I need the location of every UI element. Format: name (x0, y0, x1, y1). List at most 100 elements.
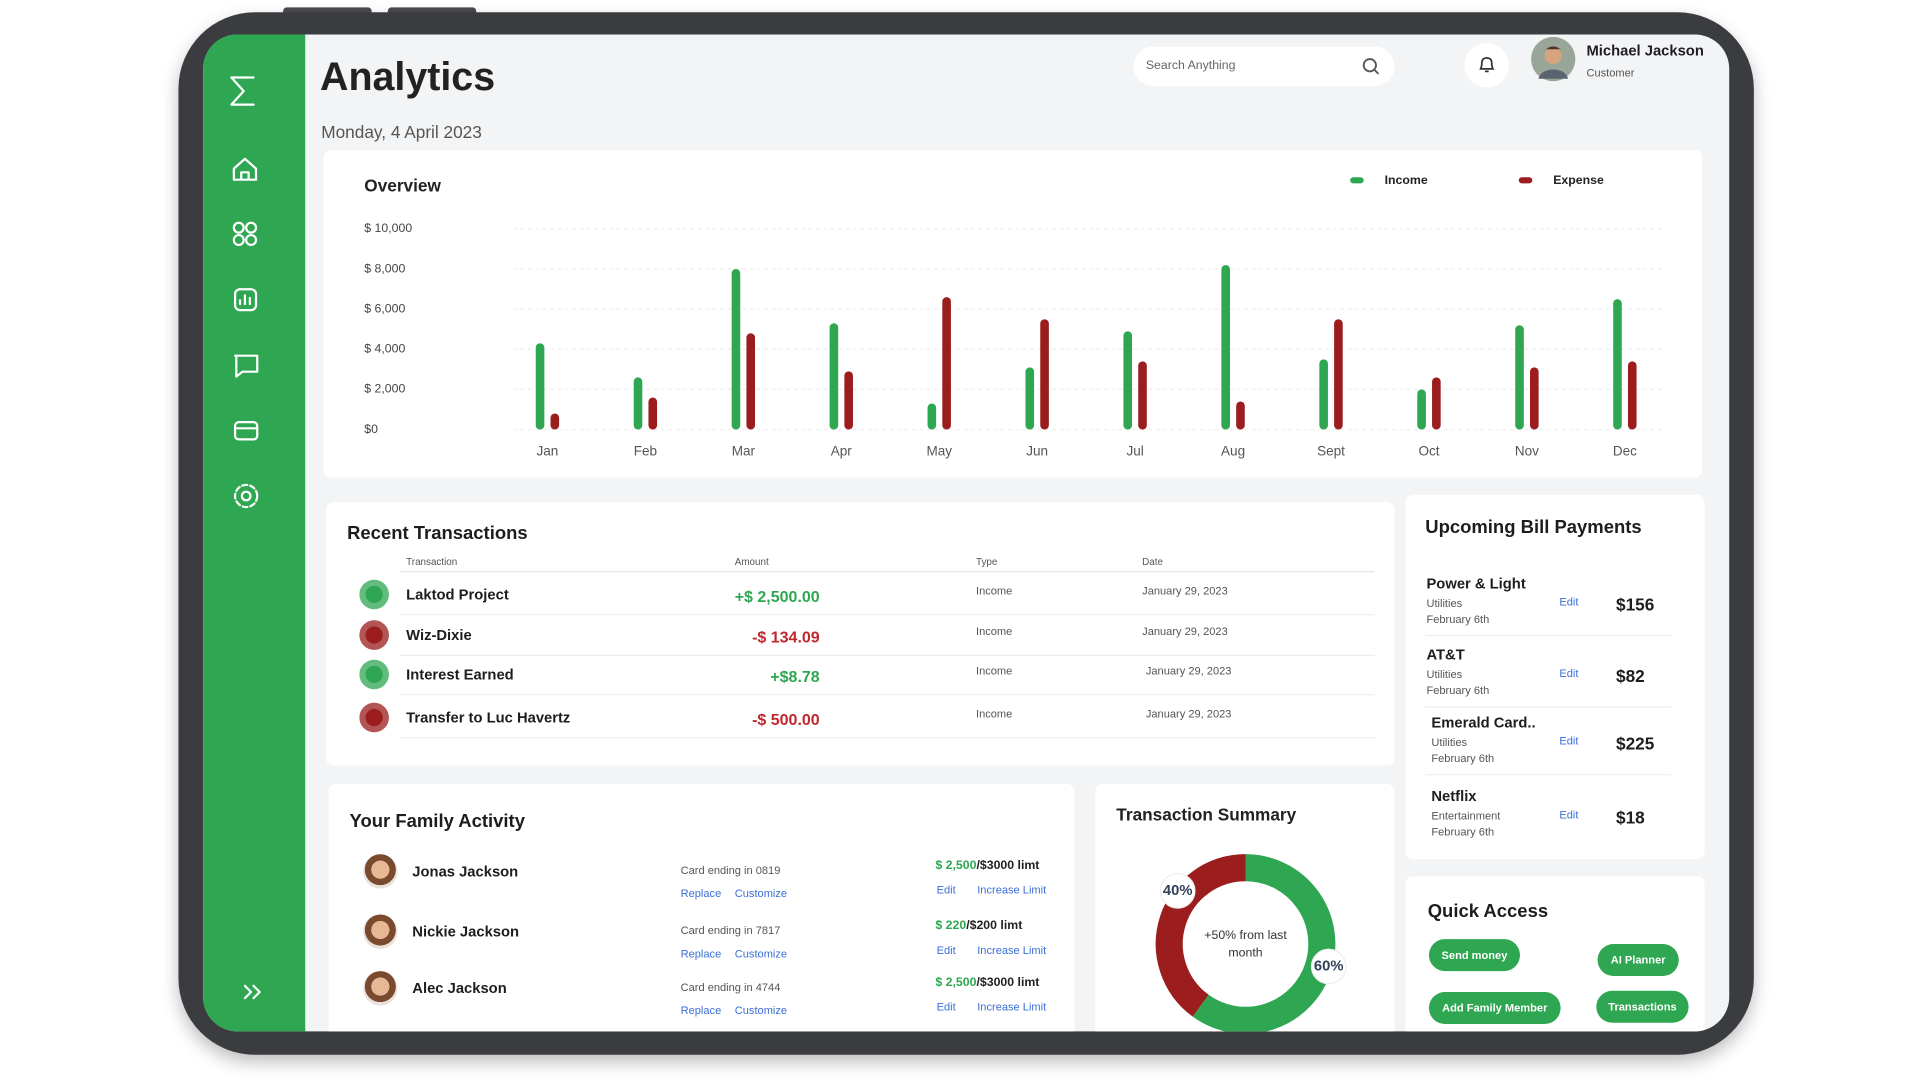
transaction-name: Wiz-Dixie (406, 626, 472, 644)
bar (1417, 389, 1426, 430)
card-action[interactable]: Replace (680, 886, 722, 900)
bill-name: Power & Light (1426, 574, 1526, 592)
bar (731, 269, 741, 430)
donut-center-text: +50% from last month (1204, 929, 1287, 960)
legend-label: Income (1385, 173, 1428, 187)
bar (1138, 361, 1147, 430)
transactions-card (326, 502, 1395, 766)
search-icon[interactable] (1361, 57, 1381, 77)
bill-action[interactable]: Edit (1559, 734, 1579, 747)
bill-action[interactable]: Edit (1559, 807, 1579, 821)
transaction-type: Income (975, 707, 1013, 720)
page-title: Analytics (319, 54, 496, 99)
bar (1025, 367, 1035, 430)
member-name: Alec Jackson (412, 979, 507, 997)
quick-action-button[interactable]: Add Family Member (1428, 991, 1561, 1024)
donut-label-bg (1159, 873, 1196, 909)
card-action[interactable]: Customize (734, 1003, 788, 1016)
user-avatar[interactable] (1531, 36, 1576, 82)
quick-access-title: Quick Access (1427, 900, 1549, 922)
transaction-date: January 29, 2023 (1142, 624, 1228, 637)
notification-button[interactable] (1464, 43, 1509, 88)
bar (1613, 299, 1622, 430)
spending-limit: /$200 limt (966, 919, 1023, 933)
expand-icon[interactable] (243, 984, 261, 1000)
wallet-icon[interactable] (233, 421, 259, 441)
limit-action[interactable]: Edit (936, 883, 956, 896)
bill-category: Utilities (1426, 667, 1463, 680)
quick-action-button[interactable]: AI Planner (1597, 943, 1679, 976)
sidebar-icons (230, 76, 261, 1000)
bar (550, 413, 560, 430)
bill-name: Emerald Card.. (1431, 713, 1536, 732)
user-role: Customer (1586, 66, 1635, 79)
row-divider (1425, 635, 1672, 637)
card-action[interactable]: Replace (680, 1003, 722, 1016)
x-tick-label: Apr (831, 443, 853, 458)
limit-action[interactable]: Increase Limit (977, 943, 1047, 956)
transaction-name: Transfer to Luc Havertz (406, 708, 571, 727)
x-tick-label: Jul (1126, 443, 1143, 458)
card-info: Card ending in 4744 (680, 980, 781, 993)
search-box[interactable] (1133, 46, 1395, 87)
header-divider (399, 571, 1375, 573)
bill-action[interactable]: Edit (1559, 666, 1579, 679)
column-header: Date (1142, 556, 1163, 568)
bar (1123, 331, 1133, 430)
bill-amount: $82 (1615, 665, 1645, 686)
device-button (387, 7, 477, 15)
limit-action[interactable]: Increase Limit (977, 999, 1047, 1013)
x-tick-label: Aug (1221, 443, 1245, 458)
row-divider (1425, 774, 1672, 776)
member-avatar (363, 971, 398, 1006)
card-action[interactable]: Replace (680, 947, 722, 960)
messages-icon[interactable] (233, 354, 259, 378)
member-name: Jonas Jackson (412, 862, 519, 880)
bill-category: Entertainment (1431, 809, 1501, 822)
family-title: Your Family Activity (349, 811, 525, 832)
donut-segment (1155, 854, 1246, 1017)
bar (633, 377, 643, 430)
bill-amount: $225 (1615, 733, 1655, 754)
transaction-type: Income (975, 583, 1013, 597)
transaction-name: Interest Earned (406, 665, 514, 684)
bill-action[interactable]: Edit (1559, 595, 1579, 608)
card-action[interactable]: Customize (734, 947, 788, 960)
x-tick-label: Feb (634, 443, 657, 458)
family-card (328, 783, 1075, 1032)
row-divider (399, 614, 1375, 616)
bar (1334, 319, 1343, 430)
settings-icon[interactable] (233, 483, 259, 509)
row-divider (399, 737, 1375, 739)
home-icon[interactable] (232, 157, 258, 181)
transaction-date: January 29, 2023 (1142, 583, 1228, 597)
transaction-amount: -$ 134.09 (752, 627, 820, 646)
quick-action-button[interactable]: Send money (1428, 939, 1520, 972)
dashboard-icon[interactable] (232, 221, 258, 247)
member-avatar (363, 914, 398, 949)
transaction-icon (359, 659, 389, 690)
y-tick-label: $0 (364, 422, 378, 436)
bar (648, 397, 658, 430)
bill-name: AT&T (1426, 646, 1465, 664)
chart-title: Overview (364, 176, 441, 196)
x-tick-label: Jan (537, 443, 559, 458)
card-action[interactable]: Customize (734, 886, 788, 900)
transaction-name: Laktod Project (406, 585, 509, 604)
limit-action[interactable]: Edit (936, 999, 956, 1013)
x-tick-label: May (926, 443, 952, 458)
legend-label: Expense (1553, 173, 1604, 187)
limit-action[interactable]: Increase Limit (977, 883, 1047, 896)
bill-due-date: February 6th (1431, 751, 1495, 764)
quick-action-button[interactable]: Transactions (1596, 990, 1689, 1023)
legend-swatch (1350, 177, 1364, 184)
logo-icon (230, 76, 255, 106)
limit-action[interactable]: Edit (936, 943, 956, 956)
bar (1627, 361, 1637, 430)
x-tick-label: Jun (1026, 443, 1048, 458)
analytics-icon[interactable] (233, 288, 258, 312)
bill-category: Utilities (1426, 596, 1463, 609)
bar (1040, 319, 1049, 430)
